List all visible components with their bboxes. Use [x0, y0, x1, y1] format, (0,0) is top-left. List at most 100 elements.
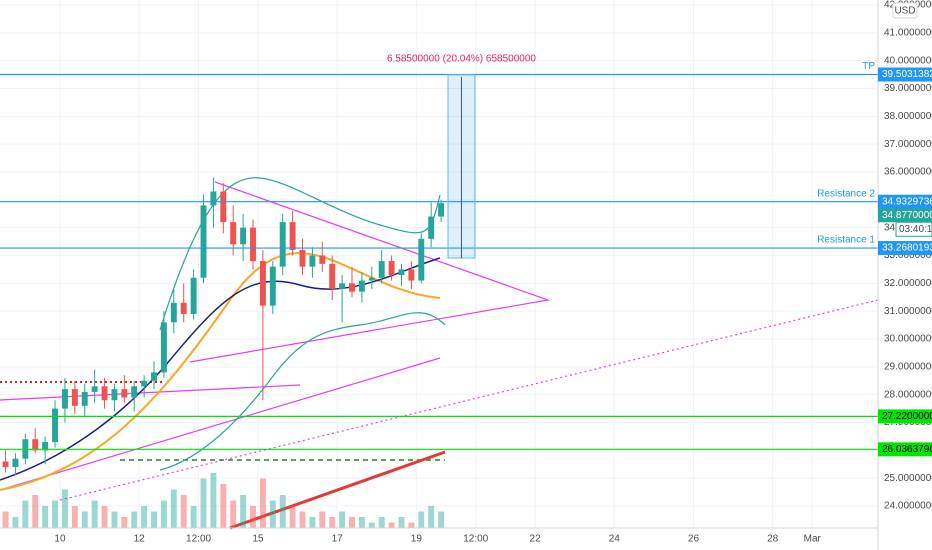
- x-tick-label: 15: [252, 534, 264, 545]
- moving-average: [0, 252, 441, 491]
- candle-body: [71, 389, 78, 406]
- triangle: [189, 181, 551, 363]
- y-tick-label: 41.00000000: [884, 27, 932, 38]
- volume-bar: [32, 495, 39, 528]
- plot: TP Resistance 2 Resistance 1 6.58500000 (20…: [0, 53, 878, 528]
- volume-bar: [319, 511, 326, 528]
- y-tick-label: 39.00000000: [884, 83, 932, 94]
- volume-bar: [250, 506, 256, 528]
- x-tick-label: 10: [54, 534, 66, 545]
- volume-bar: [111, 511, 118, 528]
- volume-bar: [22, 500, 29, 528]
- y-tick-label: 25.00000000: [884, 473, 932, 484]
- level-name: Resistance 1: [817, 235, 875, 246]
- candle-body: [101, 386, 108, 401]
- candle-body: [309, 255, 316, 267]
- candle-body: [339, 283, 346, 289]
- price-tag-label: 39.50313828: [882, 69, 932, 80]
- candle-body: [230, 222, 237, 245]
- candle-body: [52, 408, 59, 442]
- moving-average: [0, 257, 441, 481]
- candle-body: [358, 280, 365, 292]
- currency: USD: [894, 6, 915, 17]
- volume-bar: [42, 506, 49, 528]
- candle-body: [141, 380, 148, 387]
- candle-body: [428, 216, 435, 239]
- y-tick-label: 32.00000000: [884, 278, 932, 289]
- price-tag: [878, 409, 932, 424]
- trend-line: [0, 357, 441, 491]
- candle-body: [408, 269, 415, 281]
- candle-body: [111, 389, 118, 401]
- price-tag-label: 33.26801938: [882, 243, 932, 254]
- volume-bar: [61, 489, 68, 528]
- volume-bar: [170, 489, 177, 528]
- trend-line: [0, 384, 301, 401]
- candle-body: [12, 458, 19, 468]
- x-tick-label: 24: [609, 534, 621, 545]
- candle-body: [42, 441, 49, 451]
- volume-bar: [259, 478, 266, 528]
- moving-average: [229, 450, 446, 530]
- y-tick-label: 28.00000000: [884, 389, 932, 400]
- volume-bar: [52, 500, 59, 528]
- countdown-tag: [895, 221, 932, 237]
- x-tick-label: 26: [688, 534, 700, 545]
- volume-bar: [180, 495, 187, 528]
- candle-body: [151, 372, 157, 381]
- volume-bar: [398, 517, 405, 528]
- volume-bar: [12, 517, 19, 528]
- volume-bar: [151, 511, 157, 528]
- x-tick-label: 22: [530, 534, 542, 545]
- candle-body: [220, 191, 227, 223]
- candle-body: [180, 302, 187, 314]
- bollinger-lower: [159, 312, 446, 471]
- volume-bar: [101, 506, 108, 528]
- volume-bar: [279, 495, 286, 528]
- candle-body: [131, 386, 138, 398]
- volume-bar: [329, 517, 336, 528]
- candle-body: [240, 227, 247, 245]
- x-tick-label: 28: [767, 534, 779, 545]
- volume-bar: [190, 506, 197, 528]
- candle-body: [269, 266, 276, 306]
- volume-bar: [210, 473, 217, 528]
- volume-bar: [299, 511, 306, 528]
- drawings: [0, 177, 879, 530]
- volume-bar: [71, 506, 78, 528]
- volume-bar: [200, 478, 207, 528]
- y-tick-label: 31.00000000: [884, 306, 932, 317]
- grid: [0, 0, 878, 528]
- x-tick-label: 12:00: [186, 534, 211, 545]
- trend-line: [59, 299, 879, 501]
- volume-bar: [368, 522, 375, 528]
- volume-bar: [141, 506, 148, 528]
- volume-bar: [220, 484, 227, 528]
- candle-body: [349, 283, 355, 292]
- volume-bar: [289, 506, 296, 528]
- price-tag-label: 26.03637969: [882, 444, 932, 455]
- candle-body: [289, 222, 296, 250]
- volume-bar: [81, 511, 88, 528]
- volume-bar: [309, 517, 316, 528]
- volume-bar: [418, 511, 425, 528]
- y-tick-label: 38.00000000: [884, 111, 932, 122]
- volume-bar: [160, 500, 167, 528]
- volume-bar: [438, 511, 445, 528]
- candle-body: [81, 391, 88, 406]
- candle-body: [279, 222, 286, 267]
- price-tag-label: 27.22000000: [882, 411, 932, 422]
- volume-bar: [131, 511, 138, 528]
- level-name: TP: [862, 61, 875, 72]
- candle-body: [329, 263, 336, 289]
- y-tick-label: 40.00000000: [884, 55, 932, 66]
- volume-bar: [339, 511, 346, 528]
- candle-body: [2, 461, 9, 468]
- x-tick-label: 12: [134, 534, 146, 545]
- currency-box: [892, 2, 918, 19]
- volume-bar: [91, 500, 98, 528]
- candle-body: [190, 277, 197, 314]
- price-tag: [878, 67, 932, 82]
- y-tick-label: 24.00000000: [884, 501, 932, 512]
